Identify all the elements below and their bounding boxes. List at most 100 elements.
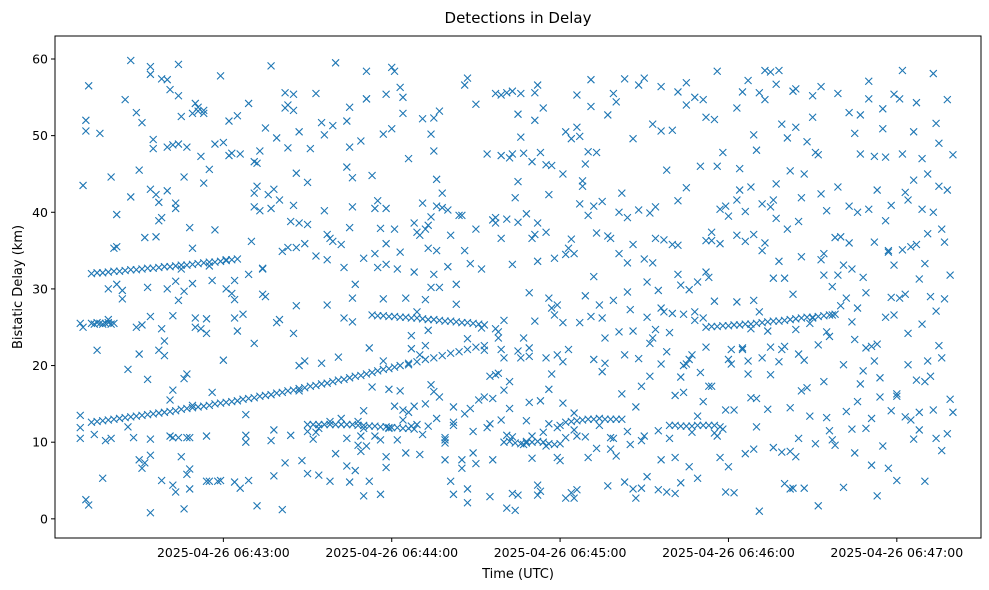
scatter-point	[382, 239, 391, 248]
scatter-point	[654, 286, 663, 295]
scatter-point	[766, 370, 775, 379]
scatter-point	[676, 478, 685, 487]
scatter-point	[303, 469, 312, 478]
scatter-point	[617, 189, 626, 198]
y-tick-label: 60	[32, 51, 48, 66]
scatter-point	[867, 461, 876, 470]
scatter-point	[351, 280, 360, 289]
scatter-point	[718, 425, 727, 434]
scatter-point	[542, 442, 550, 450]
scatter-point	[239, 310, 247, 319]
scatter-point	[303, 178, 312, 187]
scatter-point	[303, 220, 312, 229]
scatter-point	[146, 62, 155, 71]
scatter-point	[146, 508, 155, 517]
scatter-point	[623, 258, 632, 267]
scatter-point	[575, 199, 584, 208]
scatter-point	[713, 432, 722, 440]
scatter-point	[932, 119, 940, 128]
scatter-point	[752, 146, 761, 155]
scatter-point	[300, 239, 309, 248]
scatter-point	[486, 419, 494, 428]
scatter-point	[500, 386, 508, 394]
scatter-point	[615, 249, 623, 258]
scatter-point	[177, 261, 186, 270]
scatter-point	[606, 415, 615, 424]
scatter-point	[191, 323, 200, 332]
scatter-point	[418, 199, 427, 207]
scatter-point	[295, 361, 304, 370]
scatter-point	[500, 316, 508, 325]
scatter-point	[848, 425, 856, 434]
scatter-point	[292, 301, 301, 310]
scatter-point	[441, 436, 449, 444]
scatter-point	[749, 130, 758, 139]
scatter-point	[348, 317, 357, 326]
scatter-point	[197, 152, 205, 161]
scatter-point	[342, 420, 351, 429]
scatter-point	[929, 406, 938, 414]
scatter-point	[289, 106, 298, 115]
scatter-point	[396, 386, 405, 395]
scatter-point	[881, 313, 890, 322]
scatter-point	[671, 453, 680, 462]
scatter-point	[205, 165, 214, 174]
scatter-point	[887, 201, 896, 210]
scatter-point	[219, 356, 228, 365]
scatter-point	[544, 419, 553, 428]
scatter-point	[345, 143, 354, 152]
scatter-point	[415, 350, 424, 359]
scatter-point	[138, 464, 146, 473]
scatter-point	[160, 351, 169, 360]
scatter-point	[435, 393, 444, 401]
scatter-point	[904, 360, 912, 369]
scatter-point	[227, 149, 236, 158]
scatter-point	[873, 186, 882, 194]
scatter-point	[761, 239, 769, 247]
scatter-point	[382, 452, 391, 461]
scatter-point	[867, 342, 876, 351]
scatter-point	[747, 183, 755, 191]
scatter-point	[544, 385, 553, 394]
scatter-point	[385, 385, 393, 394]
scatter-point	[721, 202, 730, 211]
scatter-point	[525, 352, 534, 361]
scatter-point	[777, 120, 786, 129]
scatter-point	[463, 345, 472, 354]
scatter-point	[174, 140, 183, 148]
scatter-point	[744, 370, 752, 378]
scatter-point	[878, 124, 887, 133]
scatter-point	[404, 154, 413, 163]
scatter-point	[497, 91, 506, 99]
scatter-point	[772, 180, 781, 188]
scatter-point	[570, 409, 579, 417]
scatter-point	[730, 406, 738, 414]
scatter-point	[112, 210, 121, 219]
scatter-point	[449, 403, 458, 411]
scatter-point	[312, 381, 320, 390]
scatter-point	[752, 422, 761, 431]
scatter-point	[935, 182, 943, 191]
scatter-point	[225, 117, 233, 125]
scatter-point	[699, 397, 708, 406]
scatter-point	[463, 74, 472, 83]
scatter-point	[682, 360, 691, 368]
y-tick-label: 30	[32, 281, 48, 296]
scatter-point	[718, 148, 727, 157]
scatter-point	[516, 133, 525, 142]
scatter-point	[702, 268, 710, 276]
scatter-point	[138, 321, 146, 329]
scatter-point	[817, 255, 825, 264]
y-axis-label: Bistatic Delay (km)	[11, 225, 26, 349]
scatter-point	[735, 164, 744, 173]
scatter-point	[693, 421, 702, 430]
scatter-point	[904, 329, 912, 338]
scatter-point	[870, 238, 879, 247]
scatter-point	[713, 67, 722, 76]
scatter-point	[660, 235, 668, 244]
scatter-point	[267, 204, 275, 213]
scatter-point	[850, 335, 859, 344]
scatter-point	[898, 150, 907, 158]
scatter-point	[884, 464, 893, 473]
scatter-point	[399, 93, 407, 102]
